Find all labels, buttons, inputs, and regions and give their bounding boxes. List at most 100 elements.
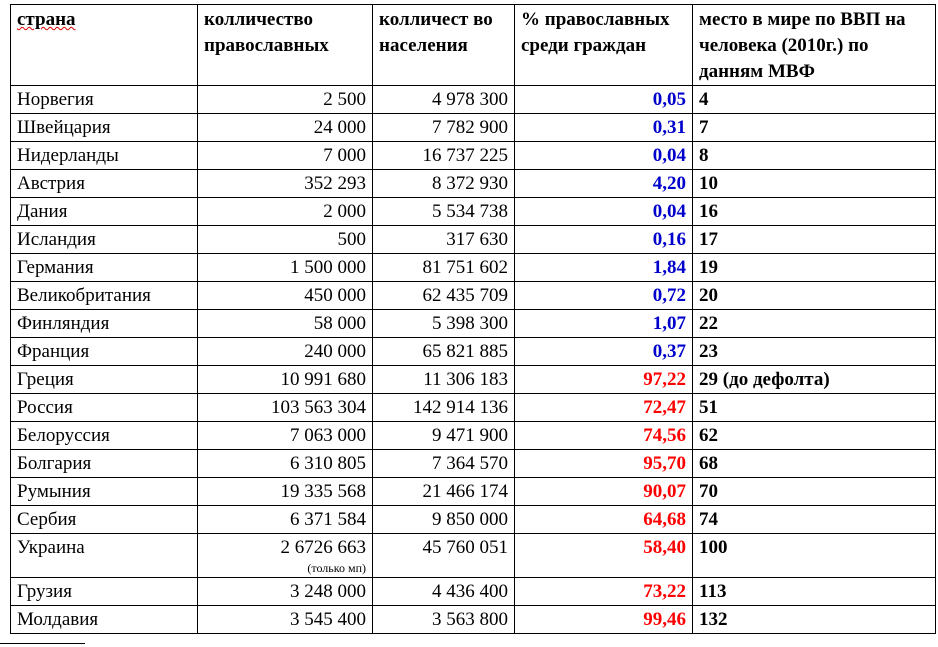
rank-cell-text: 8 (699, 145, 709, 166)
country-cell: Финляндия (10, 309, 198, 338)
country-cell: Великобритания (10, 281, 198, 310)
percent-cell: 99,46 (514, 605, 693, 634)
population-cell: 11 306 183 (372, 365, 515, 394)
rank-cell: 20 (692, 281, 936, 310)
rank-cell: 29 (до дефолта) (692, 365, 936, 394)
population-cell-text: 4 978 300 (432, 89, 508, 110)
population-cell-text: 142 914 136 (413, 397, 508, 418)
population-cell-text: 7 782 900 (432, 117, 508, 138)
percent-cell: 74,56 (514, 421, 693, 450)
population-cell-text: 4 436 400 (432, 581, 508, 602)
note-text: (только мп) (307, 561, 366, 575)
population-cell-text: 45 760 051 (422, 537, 509, 558)
orthodox-cell: 2 500 (197, 85, 373, 114)
table-row: Франция 240 000 65 821 885 0,37 23 (10, 337, 936, 366)
orthodox-cell: 3 545 400 (197, 605, 373, 634)
percent-cell: 90,07 (514, 477, 693, 506)
orthodox-cell: 352 293 (197, 169, 373, 198)
percent-cell: 0,72 (514, 281, 693, 310)
country-cell: Грузия (10, 577, 198, 606)
orthodox-cell-text: 7 063 000 (290, 425, 366, 446)
country-cell-text: Финляндия (17, 313, 110, 334)
percent-cell-text: 0,37 (652, 341, 686, 362)
table-row: Германия 1 500 000 81 751 602 1,84 19 (10, 253, 936, 282)
country-cell-text: Франция (17, 341, 90, 362)
percent-cell-text: 0,31 (652, 117, 686, 138)
population-cell-text: 81 751 602 (422, 257, 509, 278)
table-row: Греция 10 991 680 11 306 183 97,22 29 (до де… (10, 365, 936, 394)
percent-cell: 95,70 (514, 449, 693, 478)
country-cell: Австрия (10, 169, 198, 198)
percent-cell: 58,40 (514, 533, 693, 578)
orthodox-cell: 240 000 (197, 337, 373, 366)
percent-cell-text: 97,22 (643, 369, 686, 390)
country-cell-text: Норвегия (17, 89, 94, 110)
percent-cell: 73,22 (514, 577, 693, 606)
table-row: Нидерланды 7 000 16 737 225 0,04 8 (10, 141, 936, 170)
orthodox-cell: 2 000 (197, 197, 373, 226)
country-cell-text: Сербия (17, 509, 77, 530)
country-cell-text: Украина (17, 537, 85, 558)
orthodox-cell-text: 240 000 (304, 341, 366, 362)
table-row: Украина 2 6726 663 (только мп) 45 760 051 58… (10, 533, 936, 578)
orthodox-cell: 7 063 000 (197, 421, 373, 450)
orthodox-cell: 3 248 000 (197, 577, 373, 606)
rank-cell-text: 19 (699, 257, 718, 278)
population-cell-text: 317 630 (446, 229, 508, 250)
orthodox-cell-text: 2 500 (323, 89, 366, 110)
population-cell-text: 62 435 709 (422, 285, 509, 306)
percent-cell: 64,68 (514, 505, 693, 534)
country-cell: Украина (10, 533, 198, 578)
orthodox-cell-text: 2 000 (323, 201, 366, 222)
table-row: Молдавия 3 545 400 3 563 800 99,46 132 (10, 605, 936, 634)
percent-cell-text: 0,05 (652, 89, 686, 110)
rank-cell: 10 (692, 169, 936, 198)
population-cell-text: 3 563 800 (432, 609, 508, 630)
country-cell: Швейцария (10, 113, 198, 142)
country-cell: Дания (10, 197, 198, 226)
rank-cell: 23 (692, 337, 936, 366)
percent-cell-text: 72,47 (643, 397, 686, 418)
percent-cell: 0,16 (514, 225, 693, 254)
footnote-separator (0, 643, 85, 644)
table-row: Финляндия 58 000 5 398 300 1,07 22 (10, 309, 936, 338)
rank-cell-text: 23 (699, 341, 718, 362)
orthodox-gdp-table: страна колличество православных колличес… (10, 4, 936, 634)
rank-cell: 68 (692, 449, 936, 478)
country-cell-text: Германия (17, 257, 94, 278)
rank-cell: 113 (692, 577, 936, 606)
table-row: Австрия 352 293 8 372 930 4,20 10 (10, 169, 936, 198)
rank-cell-text: 7 (699, 117, 709, 138)
header-country: страна (10, 4, 198, 86)
population-cell: 4 978 300 (372, 85, 515, 114)
header-country-text: страна (17, 9, 76, 30)
rank-cell-text: 132 (699, 609, 728, 630)
rank-cell: 100 (692, 533, 936, 578)
country-cell: Нидерланды (10, 141, 198, 170)
percent-cell-text: 74,56 (643, 425, 686, 446)
table-row: Россия 103 563 304 142 914 136 72,47 51 (10, 393, 936, 422)
population-cell-text: 9 850 000 (432, 509, 508, 530)
orthodox-cell-text: 6 371 584 (290, 509, 366, 530)
population-cell-text: 21 466 174 (422, 481, 509, 502)
percent-cell: 0,04 (514, 197, 693, 226)
orthodox-cell-text: 2 6726 663 (280, 537, 367, 558)
rank-cell: 132 (692, 605, 936, 634)
population-cell: 62 435 709 (372, 281, 515, 310)
header-percent: % православных среди граждан (514, 4, 693, 86)
rank-cell-text: 17 (699, 229, 718, 250)
country-cell-text: Грузия (17, 581, 72, 602)
percent-cell-text: 0,16 (652, 229, 686, 250)
orthodox-cell-text: 352 293 (304, 173, 366, 194)
population-cell: 65 821 885 (372, 337, 515, 366)
country-cell: Россия (10, 393, 198, 422)
country-cell: Германия (10, 253, 198, 282)
rank-cell-text: 20 (699, 285, 718, 306)
country-cell: Исландия (10, 225, 198, 254)
orthodox-cell-text: 7 000 (323, 145, 366, 166)
percent-cell: 72,47 (514, 393, 693, 422)
country-cell-text: Австрия (17, 173, 85, 194)
orthodox-cell: 24 000 (197, 113, 373, 142)
percent-cell: 0,37 (514, 337, 693, 366)
table-row: Сербия 6 371 584 9 850 000 64,68 74 (10, 505, 936, 534)
